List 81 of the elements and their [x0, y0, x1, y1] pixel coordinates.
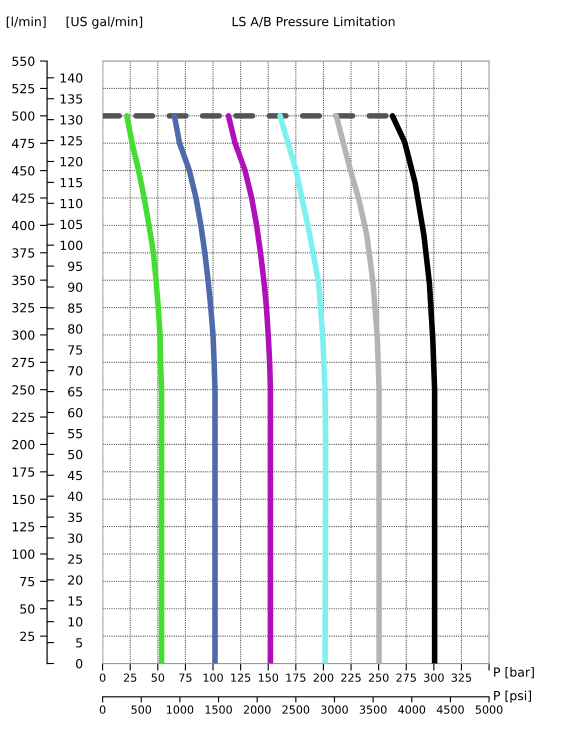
y-tick-label: 250: [12, 385, 34, 395]
y-tick-label: 150: [12, 494, 34, 504]
y2-tick-label: 10: [68, 617, 82, 627]
x2-tick-label: 1500: [206, 705, 232, 714]
y2-tick-label: 135: [60, 94, 82, 104]
y-tick-label: 275: [12, 358, 34, 368]
y2-tick-label: 70: [68, 366, 82, 376]
y-tick-label: 125: [12, 522, 34, 532]
x-tick-label: 25: [124, 673, 136, 682]
y-tick-label: 550: [12, 56, 34, 66]
y-tick-label: 375: [12, 248, 34, 258]
y-tick-label: 525: [12, 84, 34, 94]
x-tick-label: 50: [152, 673, 164, 682]
y2-axis-title: [US gal/min]: [66, 16, 142, 29]
x-tick-label: 300: [424, 673, 444, 682]
x-tick-label: 0: [100, 673, 106, 682]
y-tick-label: 300: [12, 330, 34, 340]
y2-tick-label: 115: [60, 178, 82, 188]
x-tick-label: 275: [396, 673, 416, 682]
x-tick-label: 175: [286, 674, 306, 682]
x2-axis-title: P [psi]: [494, 690, 532, 703]
x2-tick-label: 2000: [244, 705, 271, 714]
y2-tick-label: 30: [68, 533, 82, 543]
y-tick-label: 200: [12, 440, 34, 450]
y-tick-label: 500: [12, 111, 34, 121]
y2-tick-label: 80: [68, 324, 82, 334]
x-tick-label: 125: [231, 673, 250, 682]
y-axis-title: [l/min]: [6, 16, 46, 28]
x2-tick-label: 0: [100, 705, 106, 714]
x-tick-label: 75: [179, 674, 192, 682]
y-tick-label: 425: [12, 193, 34, 203]
y2-tick-label: 45: [68, 470, 82, 480]
y-tick-label: 100: [12, 549, 34, 559]
y-tick-label: 400: [12, 220, 34, 230]
y2-tick-label: 90: [68, 282, 82, 292]
y2-tick-label: 130: [60, 115, 82, 125]
x-tick-label: 325: [452, 673, 472, 682]
y-tick-label: 450: [12, 166, 34, 176]
y2-tick-label: 85: [68, 303, 82, 313]
y-tick-label: 75: [20, 577, 34, 586]
x2-tick-label: 1000: [166, 705, 194, 714]
x-tick-label: 150: [258, 673, 278, 682]
y-tick-label: 175: [12, 467, 34, 477]
x-tick-label: 100: [204, 673, 223, 682]
y2-tick-label: 100: [60, 240, 82, 250]
y-tick-label: 50: [20, 604, 34, 614]
y-tick-label: 25: [20, 632, 34, 642]
y2-tick-label: 120: [60, 156, 82, 166]
y2-tick-label: 95: [68, 262, 82, 271]
y2-tick-label: 110: [60, 198, 82, 208]
y2-tick-label: 15: [68, 596, 82, 606]
x2-tick-label: 3000: [321, 705, 348, 714]
y-tick-label: 475: [12, 138, 34, 148]
y2-tick-label: 105: [60, 220, 82, 230]
y2-tick-label: 140: [60, 73, 82, 83]
y-tick-label: 225: [12, 412, 34, 422]
y2-tick-label: 40: [68, 492, 82, 502]
y2-tick-label: 125: [60, 136, 82, 146]
x-tick-label: 200: [314, 673, 334, 682]
y-tick-label: 325: [12, 303, 34, 312]
y2-tick-label: 60: [68, 408, 82, 418]
y2-tick-label: 50: [68, 450, 82, 460]
y2-tick-label: 20: [68, 575, 82, 585]
y2-tick-label: 0: [76, 658, 82, 668]
y2-tick-label: 25: [68, 554, 82, 564]
chart-title: LS A/B Pressure Limitation: [232, 16, 394, 28]
x2-tick-label: 5000: [476, 705, 502, 714]
x-axis-title: P [bar]: [494, 667, 534, 678]
x-tick-label: 225: [341, 673, 361, 682]
y2-tick-label: 5: [76, 638, 82, 648]
y2-tick-label: 35: [68, 512, 82, 522]
x2-tick-label: 2500: [282, 705, 310, 714]
x-tick-label: 250: [368, 673, 389, 682]
y-tick-label: 350: [12, 276, 34, 286]
y2-tick-label: 65: [68, 387, 82, 397]
y2-tick-label: 55: [68, 429, 82, 438]
x2-tick-label: 3500: [360, 705, 387, 714]
x2-tick-label: 500: [132, 705, 152, 714]
x2-tick-label: 4500: [436, 705, 464, 714]
x2-tick-label: 4000: [398, 705, 426, 714]
y2-tick-label: 75: [68, 345, 82, 355]
